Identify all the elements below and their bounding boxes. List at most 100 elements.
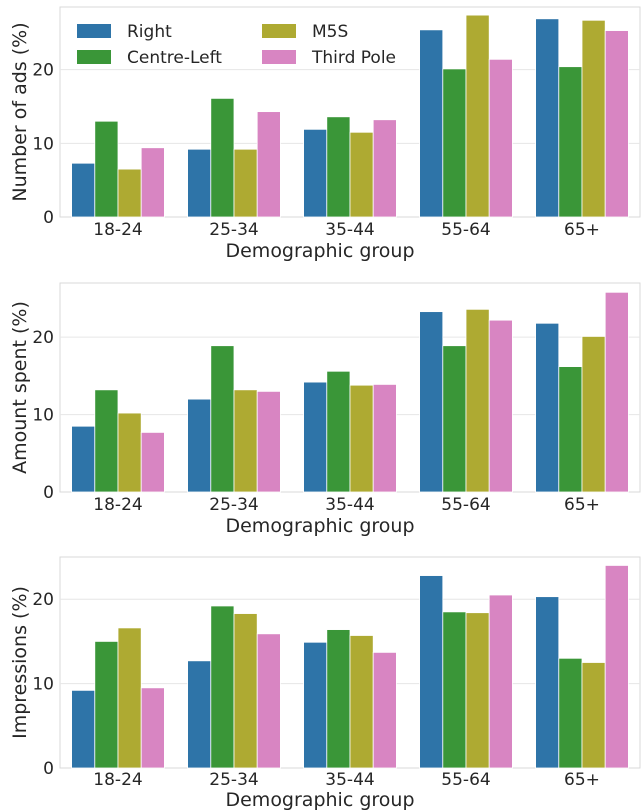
bar-centre-left-55-64 xyxy=(442,345,467,493)
bar-third-pole-18-24 xyxy=(140,431,165,493)
bar-m5s-18-24 xyxy=(117,168,142,218)
x-tick-label: 25-34 xyxy=(209,495,258,515)
bar-third-pole-25-34 xyxy=(256,390,281,493)
y-tick-label: 0 xyxy=(43,208,54,228)
legend-swatch-centre-left xyxy=(77,50,111,64)
x-tick-label: 35-44 xyxy=(325,770,374,790)
bar-centre-left-65+ xyxy=(558,66,583,218)
y-tick-label: 10 xyxy=(32,134,54,154)
bar-centre-left-25-34 xyxy=(210,97,235,218)
y-tick-label: 0 xyxy=(43,759,54,779)
bar-m5s-18-24 xyxy=(117,627,142,769)
x-tick-label: 18-24 xyxy=(93,495,142,515)
bar-third-pole-55-64 xyxy=(488,319,513,493)
bar-third-pole-25-34 xyxy=(256,633,281,769)
bar-m5s-65+ xyxy=(581,662,606,769)
legend-swatch-right xyxy=(77,24,111,38)
x-tick-label: 18-24 xyxy=(93,220,142,240)
bar-centre-left-18-24 xyxy=(94,389,119,493)
bar-m5s-55-64 xyxy=(465,612,490,769)
bar-right-65+ xyxy=(535,596,560,769)
x-axis-title: Demographic group xyxy=(225,515,414,537)
legend-label: Third Pole xyxy=(311,48,396,68)
bar-centre-left-25-34 xyxy=(210,345,235,493)
bar-m5s-65+ xyxy=(581,19,606,218)
bar-m5s-65+ xyxy=(581,336,606,493)
chart-panel-2: 0 10 20 18-24 25-34 35-44 55-64 65+ Demographic … xyxy=(9,282,641,537)
x-tick-label: 35-44 xyxy=(325,495,374,515)
bar-right-18-24 xyxy=(71,162,96,218)
bar-m5s-25-34 xyxy=(233,613,258,769)
legend: Right Centre-Left M5S Third Pole xyxy=(77,22,396,68)
bar-right-35-44 xyxy=(303,641,328,769)
bar-right-55-64 xyxy=(419,311,444,493)
bar-m5s-55-64 xyxy=(465,308,490,493)
y-axis-title: Impressions (%) xyxy=(9,586,31,739)
bar-third-pole-35-44 xyxy=(372,384,397,493)
x-tick-label: 25-34 xyxy=(209,770,258,790)
x-tick-label: 55-64 xyxy=(441,770,490,790)
bar-right-18-24 xyxy=(71,425,96,493)
bar-right-25-34 xyxy=(187,148,212,218)
legend-label: M5S xyxy=(312,22,348,42)
bar-third-pole-65+ xyxy=(604,565,629,769)
bar-centre-left-55-64 xyxy=(442,68,467,218)
bar-right-35-44 xyxy=(303,128,328,218)
bar-third-pole-65+ xyxy=(604,30,629,218)
bar-third-pole-35-44 xyxy=(372,119,397,218)
y-tick-label: 10 xyxy=(32,675,54,695)
bar-m5s-25-34 xyxy=(233,389,258,493)
y-axis-title: Number of ads (%) xyxy=(9,22,31,201)
y-tick-label: 20 xyxy=(32,590,54,610)
bar-right-65+ xyxy=(535,322,560,493)
y-tick-label: 20 xyxy=(32,61,54,81)
bar-centre-left-55-64 xyxy=(442,611,467,769)
bar-m5s-25-34 xyxy=(233,148,258,218)
chart-panel-1: 0 10 20 18-24 25-34 35-44 55-64 65+ Demographic … xyxy=(9,6,641,262)
x-tick-label: 55-64 xyxy=(441,495,490,515)
bar-centre-left-35-44 xyxy=(326,629,351,769)
y-tick-label: 20 xyxy=(32,328,54,348)
x-axis-title: Demographic group xyxy=(225,789,414,811)
bar-m5s-35-44 xyxy=(349,635,374,769)
bar-right-55-64 xyxy=(419,575,444,769)
bar-centre-left-25-34 xyxy=(210,605,235,769)
bar-right-18-24 xyxy=(71,689,96,769)
x-tick-label: 35-44 xyxy=(325,220,374,240)
x-tick-label: 55-64 xyxy=(441,220,490,240)
bar-right-65+ xyxy=(535,18,560,218)
bar-third-pole-35-44 xyxy=(372,651,397,769)
bar-centre-left-18-24 xyxy=(94,641,119,769)
x-tick-label: 25-34 xyxy=(209,220,258,240)
legend-swatch-m5s xyxy=(262,24,296,38)
bar-centre-left-35-44 xyxy=(326,370,351,493)
bar-m5s-35-44 xyxy=(349,384,374,493)
x-tick-label: 65+ xyxy=(564,220,600,240)
bar-third-pole-55-64 xyxy=(488,58,513,218)
bar-third-pole-65+ xyxy=(604,291,629,493)
bar-third-pole-18-24 xyxy=(140,687,165,769)
legend-swatch-third-pole xyxy=(262,50,296,64)
bar-centre-left-65+ xyxy=(558,366,583,493)
bar-right-25-34 xyxy=(187,398,212,493)
bar-third-pole-18-24 xyxy=(140,147,165,218)
bar-right-55-64 xyxy=(419,29,444,218)
bar-m5s-35-44 xyxy=(349,131,374,218)
legend-label: Right xyxy=(127,22,172,42)
bar-centre-left-65+ xyxy=(558,657,583,769)
legend-label: Centre-Left xyxy=(127,48,222,68)
x-tick-label: 65+ xyxy=(564,770,600,790)
bar-m5s-18-24 xyxy=(117,412,142,493)
bar-right-35-44 xyxy=(303,381,328,493)
bar-third-pole-25-34 xyxy=(256,111,281,218)
bar-centre-left-18-24 xyxy=(94,120,119,218)
bar-centre-left-35-44 xyxy=(326,116,351,218)
y-tick-label: 10 xyxy=(32,406,54,426)
y-tick-label: 0 xyxy=(43,483,54,503)
bar-m5s-55-64 xyxy=(465,14,490,218)
chart-panel-3: 0 10 20 18-24 25-34 35-44 55-64 65+ Demographic … xyxy=(9,556,641,811)
bar-right-25-34 xyxy=(187,660,212,769)
x-axis-title: Demographic group xyxy=(225,240,414,262)
y-axis-title: Amount spent (%) xyxy=(9,301,31,474)
